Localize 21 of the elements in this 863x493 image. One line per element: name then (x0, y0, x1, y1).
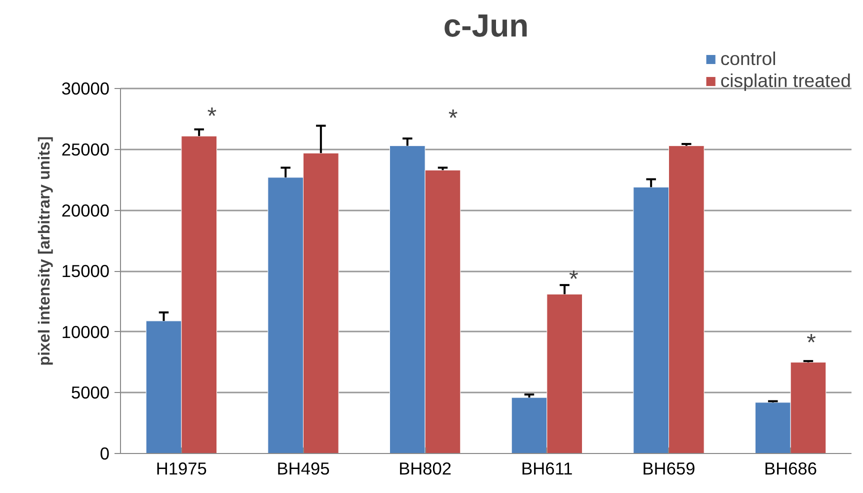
y-tick-label: 5000 (70, 382, 110, 403)
x-tick-label: H1975 (156, 458, 207, 478)
x-tick-label: BH686 (764, 458, 818, 478)
x-tick-label: BH495 (276, 458, 330, 478)
y-tick-label: 30000 (61, 78, 110, 99)
y-axis-title: pixel intensity [arbitrary units] (36, 136, 54, 366)
x-tick-label: BH802 (398, 458, 452, 478)
legend-label: control (720, 48, 776, 70)
y-tick-label: 20000 (61, 200, 110, 220)
annotation: * (448, 105, 458, 132)
annotation: * (806, 329, 816, 356)
y-tick-label: 0 (100, 444, 110, 464)
annotation: * (569, 266, 578, 293)
y-tick-label: 25000 (61, 139, 110, 160)
chart-title: c-Jun (443, 8, 529, 44)
y-tick-label: 15000 (61, 261, 110, 282)
legend-label: cisplatin treated (720, 70, 851, 92)
x-tick-label: BH611 (521, 458, 573, 478)
y-tick-label: 10000 (61, 322, 110, 342)
annotation: * (207, 103, 217, 130)
x-tick-label: BH659 (642, 458, 696, 478)
